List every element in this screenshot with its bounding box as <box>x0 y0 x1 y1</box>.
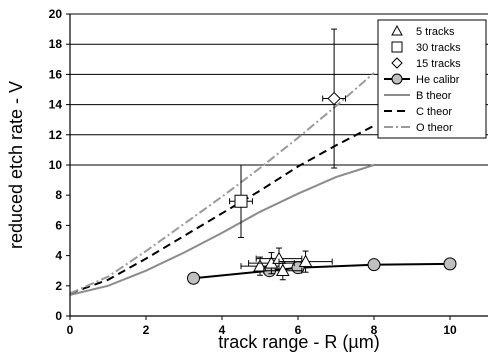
legend-label: 5 tracks <box>416 26 455 38</box>
data-point <box>443 257 457 271</box>
data-point <box>234 194 248 208</box>
legend: 5 tracks 30 tracks 15 tracks He calibr B the… <box>377 19 487 139</box>
legend-label: C theor <box>416 106 452 118</box>
data-point <box>298 254 313 267</box>
x-tick-label: 2 <box>143 323 150 337</box>
y-tick-label: 6 <box>55 218 62 232</box>
x-tick-label: 4 <box>219 323 226 337</box>
data-point <box>187 271 200 285</box>
y-axis-title: reduced etch rate - V <box>6 81 26 249</box>
x-tick-label: 0 <box>67 323 74 337</box>
data-point <box>275 263 290 276</box>
series-line-3 <box>193 262 451 280</box>
legend-swatch <box>391 57 403 69</box>
y-tick-label: 0 <box>55 309 62 323</box>
legend-swatch <box>391 24 403 36</box>
x-tick-label: 8 <box>371 323 378 337</box>
series-layer <box>69 28 457 296</box>
y-tick-label: 2 <box>55 279 62 293</box>
axes <box>66 13 488 320</box>
legend-label: 30 tracks <box>416 42 461 54</box>
legend-label: B theor <box>416 90 452 102</box>
data-point <box>367 258 381 272</box>
legend-swatch <box>391 41 403 53</box>
tick-labels: 0 2 4 6 8 10 12 14 16 18 20 0 2 4 6 8 10 <box>49 7 457 337</box>
y-tick-label: 4 <box>55 249 62 263</box>
x-tick-label: 10 <box>443 323 457 337</box>
series-line-6 <box>69 72 375 295</box>
y-tick-label: 12 <box>49 128 63 142</box>
y-tick-label: 10 <box>49 158 63 172</box>
legend-label: He calibr <box>416 74 460 86</box>
series-line-4 <box>69 164 375 296</box>
x-axis-title: track range - R (µm) <box>218 332 379 352</box>
y-tick-label: 14 <box>49 98 63 112</box>
legend-swatch <box>391 73 403 85</box>
grid <box>70 13 488 166</box>
data-point <box>327 91 341 106</box>
data-point <box>253 259 267 272</box>
x-tick-label: 6 <box>295 323 302 337</box>
y-tick-label: 18 <box>49 37 63 51</box>
legend-label: O theor <box>416 122 453 134</box>
legend-label: 15 tracks <box>416 58 461 70</box>
y-tick-label: 16 <box>49 67 63 81</box>
series-line-5 <box>69 124 375 295</box>
y-tick-label: 20 <box>49 7 63 21</box>
y-tick-label: 8 <box>55 188 62 202</box>
